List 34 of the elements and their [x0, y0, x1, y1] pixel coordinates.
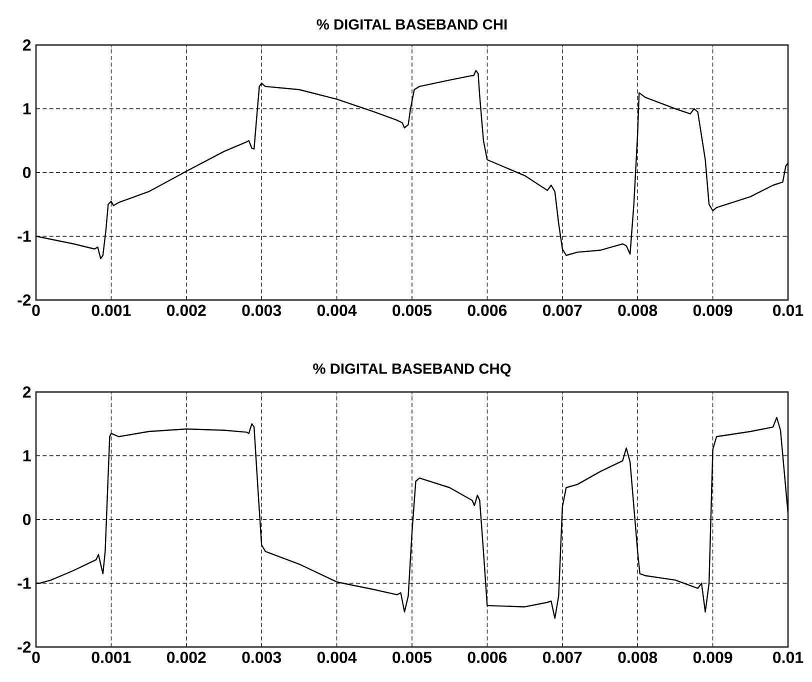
- x-tick-label: 0.002: [167, 304, 206, 316]
- x-tick-label: 0: [32, 304, 40, 316]
- x-tick-label: 0.001: [92, 652, 131, 664]
- x-tick-label: 0.008: [618, 304, 658, 316]
- y-tick-label: 1: [23, 103, 31, 114]
- y-tick-label: 2: [22, 39, 31, 51]
- y-tick-label: 2: [22, 386, 31, 398]
- x-tick-label: 0.003: [242, 304, 282, 316]
- x-tick-label: 0.004: [317, 652, 357, 664]
- x-tick-label: 0: [32, 652, 40, 664]
- x-tick-label: 0.004: [317, 304, 357, 316]
- chart-title: % DIGITAL BASEBAND CHQ: [313, 364, 511, 377]
- x-tick-label: 0.01: [773, 652, 804, 664]
- y-tick-label: -1: [18, 578, 31, 589]
- x-tick-label: 0.005: [392, 652, 432, 664]
- x-tick-label: 0.006: [468, 652, 507, 664]
- y-tick-label: -1: [18, 230, 31, 242]
- chart-title: % DIGITAL BASEBAND CHI: [316, 19, 507, 30]
- x-tick-label: 0.007: [543, 304, 582, 316]
- x-tick-label: 0.008: [618, 652, 658, 664]
- x-tick-label: 0.01: [773, 304, 804, 316]
- x-tick-label: 0.001: [92, 304, 131, 316]
- x-tick-label: 0.002: [167, 652, 206, 664]
- y-tick-label: 0: [23, 514, 31, 526]
- y-tick-label: -2: [18, 641, 31, 653]
- x-tick-label: 0.007: [543, 652, 582, 664]
- x-tick-label: 0.006: [468, 304, 507, 316]
- y-tick-label: -2: [18, 294, 31, 306]
- x-tick-label: 0.003: [242, 652, 282, 664]
- x-tick-label: 0.009: [693, 304, 732, 316]
- x-tick-label: 0.005: [392, 304, 432, 316]
- y-tick-label: 1: [23, 450, 31, 462]
- x-tick-label: 0.009: [693, 652, 732, 664]
- y-tick-label: 0: [23, 166, 31, 178]
